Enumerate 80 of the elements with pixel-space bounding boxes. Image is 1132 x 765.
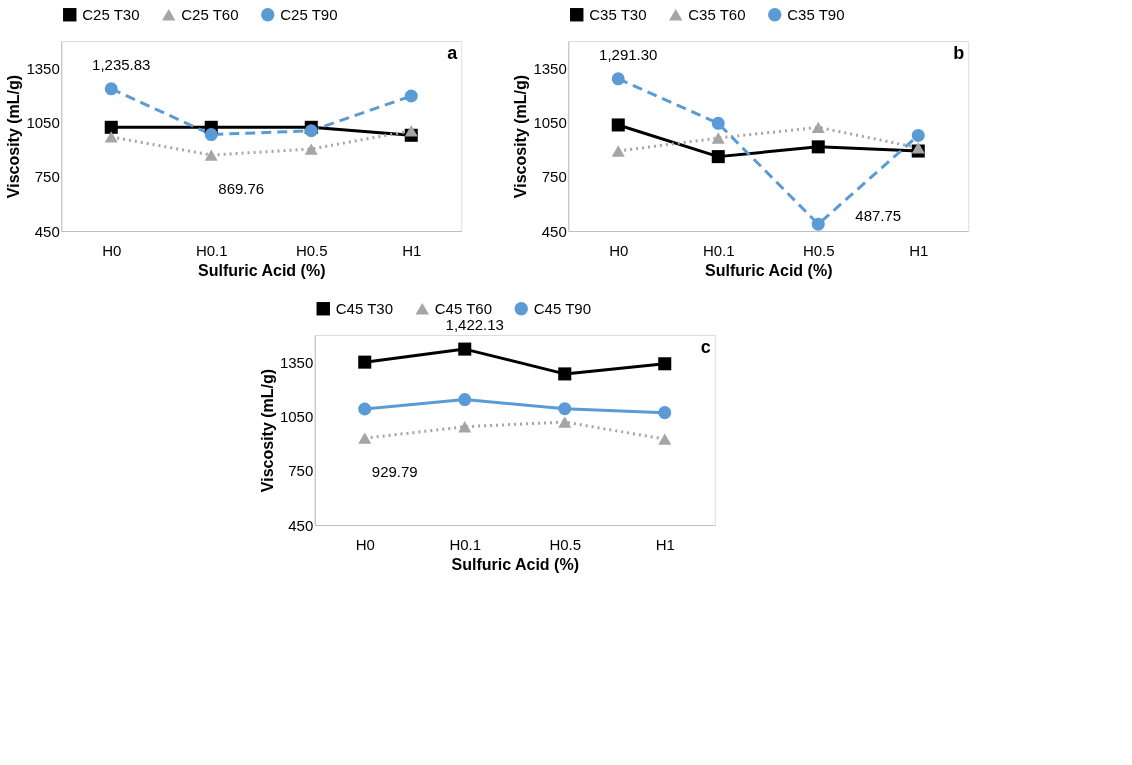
legend-label: C35 T30: [589, 5, 647, 23]
point: [811, 140, 825, 154]
point: [404, 89, 418, 103]
y-tick-label: 450: [541, 222, 567, 240]
y-axis-title: Viscosity (mL/g): [258, 368, 276, 493]
legend-label: C45 T60: [434, 299, 493, 317]
point: [658, 357, 672, 371]
x-tick-label: H1: [402, 241, 422, 259]
y-tick-label: 450: [34, 222, 60, 240]
point: [104, 82, 118, 96]
point: [911, 142, 925, 154]
y-tick-label: 1050: [533, 113, 567, 131]
annotation: 869.76: [218, 180, 265, 198]
legend-label: C25 T30: [82, 5, 140, 23]
annotation: 1,291.30: [599, 45, 658, 63]
point: [358, 402, 372, 416]
y-tick-label: 1350: [533, 59, 567, 77]
y-tick-label: 1050: [26, 113, 60, 131]
x-tick-label: H1: [909, 241, 929, 259]
x-tick-label: H0: [355, 535, 375, 553]
point: [358, 432, 372, 444]
point: [611, 145, 625, 157]
y-tick-label: 450: [288, 516, 314, 534]
point: [558, 402, 572, 416]
point: [204, 128, 218, 142]
y-axis-title: Viscosity (mL/g): [5, 74, 23, 199]
legend-label: C25 T60: [181, 5, 239, 23]
point: [304, 124, 318, 138]
annotation: 1,422.13: [445, 316, 504, 334]
annotation: 487.75: [855, 207, 902, 225]
chart-title: a: [447, 43, 459, 63]
point: [611, 72, 625, 86]
point: [558, 416, 572, 428]
point: [458, 421, 472, 433]
x-tick-label: H0.1: [195, 241, 228, 259]
y-tick-label: 750: [541, 168, 567, 186]
x-tick-label: H0: [102, 241, 122, 259]
chart-title: c: [700, 337, 711, 357]
y-tick-label: 1350: [279, 353, 314, 371]
point: [358, 355, 372, 369]
point: [458, 393, 472, 407]
x-axis-title: Sulfuric Acid (%): [705, 261, 833, 279]
x-tick-label: H0: [609, 241, 629, 259]
y-tick-label: 750: [288, 462, 314, 480]
y-tick-label: 1050: [279, 407, 314, 425]
point: [404, 125, 418, 137]
x-tick-label: H0.1: [702, 241, 735, 259]
legend-label: C25 T90: [280, 5, 338, 23]
x-tick-label: H0.1: [449, 535, 482, 553]
y-tick-label: 1350: [26, 59, 60, 77]
x-axis-title: Sulfuric Acid (%): [198, 261, 326, 279]
x-axis-title: Sulfuric Acid (%): [451, 555, 579, 573]
point: [104, 131, 118, 143]
legend-label: C35 T90: [787, 5, 845, 23]
point: [711, 132, 725, 144]
point: [204, 149, 218, 161]
point: [658, 433, 672, 445]
y-tick-label: 750: [34, 168, 60, 186]
x-tick-label: H0.5: [549, 535, 582, 553]
point: [811, 121, 825, 133]
x-tick-label: H0.5: [295, 241, 328, 259]
point: [458, 342, 472, 356]
point: [658, 406, 672, 420]
annotation: 929.79: [371, 463, 418, 481]
legend-label: C45 T30: [335, 299, 394, 317]
point: [811, 217, 825, 231]
legend-label: C45 T90: [533, 299, 592, 317]
chart-title: b: [953, 43, 965, 63]
y-axis-title: Viscosity (mL/g): [512, 74, 530, 199]
x-tick-label: H0.5: [802, 241, 835, 259]
annotation: 1,235.83: [92, 55, 151, 73]
legend-label: C35 T60: [688, 5, 746, 23]
point: [558, 367, 572, 381]
point: [711, 116, 725, 130]
point: [611, 118, 625, 132]
x-tick-label: H1: [655, 535, 675, 553]
point: [104, 120, 118, 134]
point: [304, 143, 318, 155]
point: [911, 128, 925, 142]
point: [711, 150, 725, 164]
